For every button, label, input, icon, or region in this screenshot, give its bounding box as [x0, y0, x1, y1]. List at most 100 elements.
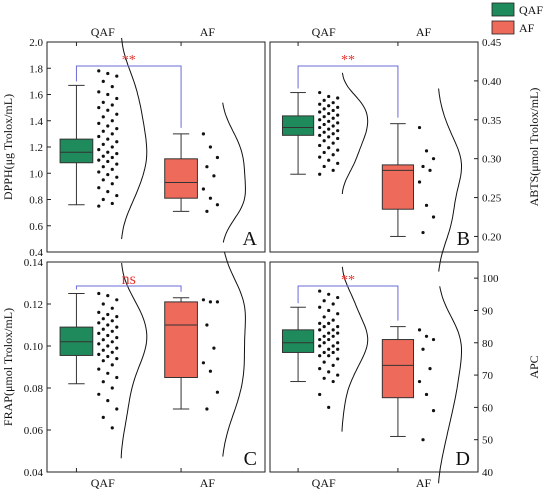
data-point [336, 105, 340, 109]
data-point [322, 150, 326, 155]
data-point [327, 347, 331, 351]
data-point [97, 186, 101, 190]
data-point [322, 341, 326, 345]
legend-swatch-qaf [491, 2, 515, 17]
density-curve [438, 286, 462, 484]
data-point [110, 132, 114, 136]
data-point [336, 161, 340, 165]
y-tick-label: 0.10 [24, 341, 44, 353]
data-point [318, 289, 322, 293]
density-curve [222, 252, 246, 457]
data-point [336, 325, 340, 329]
density-curve [121, 37, 148, 240]
data-point [318, 90, 322, 95]
data-point [110, 350, 114, 354]
data-point [97, 331, 101, 335]
data-point [97, 342, 101, 346]
y-tick-label: 60 [482, 402, 494, 414]
y-tick-label: 1.6 [29, 90, 43, 102]
legend-swatch-af [491, 20, 515, 35]
panel-d: 40 50 60 70 80 90 100 APC D QAF AF ** [269, 261, 541, 490]
panel-b: 0.20 0.25 0.30 0.35 0.40 0.45 ABTS(μmol Trolox… [269, 25, 541, 272]
data-point [336, 136, 340, 141]
data-point [331, 116, 335, 120]
data-point [336, 121, 340, 125]
y-axis-label: DPPH(μg Trolox/mL) [1, 94, 15, 200]
y-tick-label: 0.40 [482, 76, 502, 88]
data-point [208, 369, 213, 373]
category-label: QAF [91, 25, 115, 39]
data-point [101, 302, 105, 306]
significance-label: ** [122, 53, 136, 68]
data-point [106, 323, 110, 327]
density-curve [341, 266, 369, 432]
data-point [110, 386, 114, 390]
category-label: QAF [312, 476, 336, 490]
data-point [106, 137, 110, 141]
plot-frame [269, 41, 479, 253]
data-point [331, 334, 335, 338]
data-point [97, 204, 101, 208]
data-point [318, 133, 322, 137]
data-point [318, 143, 322, 148]
box-body [281, 329, 315, 353]
y-axis-label: FRAP(μmol Trolox/mL) [1, 308, 15, 426]
data-point [115, 96, 119, 101]
data-point [106, 371, 110, 375]
data-point [101, 327, 105, 331]
data-point [97, 121, 101, 125]
density-curve [438, 88, 462, 272]
data-point [431, 409, 436, 413]
data-point [106, 399, 110, 403]
data-point [115, 127, 119, 131]
data-point [110, 119, 114, 123]
data-point [322, 350, 326, 355]
data-point [97, 367, 101, 371]
data-point [322, 299, 326, 303]
data-point [327, 321, 331, 325]
y-tick-label: 0.4 [29, 247, 43, 259]
data-point [327, 337, 331, 342]
data-point [431, 157, 436, 161]
density-curve [222, 102, 246, 243]
y-tick-label: 0.45 [482, 37, 502, 49]
data-point [101, 317, 105, 321]
data-point [97, 90, 101, 94]
data-point [421, 164, 425, 169]
data-point [101, 178, 105, 182]
data-point [322, 122, 326, 127]
data-point [431, 337, 436, 342]
significance-label: ns [122, 271, 136, 288]
box-qaf [281, 72, 369, 195]
data-point [322, 164, 326, 169]
data-point [331, 350, 335, 355]
y-tick-label: 1.4 [29, 116, 43, 128]
data-point [215, 390, 220, 394]
data-point [327, 94, 331, 99]
data-point [336, 312, 340, 316]
y-tick-label: 1.0 [29, 168, 43, 180]
data-point [106, 124, 110, 128]
data-point [331, 328, 335, 332]
box-body [59, 326, 94, 356]
data-point [110, 329, 114, 333]
box-af [164, 252, 246, 457]
box-body [381, 164, 415, 210]
data-point [101, 165, 105, 169]
data-point [331, 318, 335, 322]
data-point [417, 180, 422, 184]
data-point [97, 352, 101, 356]
box-qaf [281, 266, 369, 432]
data-point [331, 141, 335, 145]
density-curve [120, 263, 148, 459]
data-point [110, 426, 114, 430]
data-point [208, 196, 213, 200]
data-point [318, 102, 322, 106]
data-point [327, 104, 331, 108]
y-tick-label: 0.6 [29, 221, 43, 233]
box-af [381, 88, 462, 272]
data-point [106, 344, 110, 348]
data-point [424, 149, 429, 153]
data-point [110, 145, 114, 149]
